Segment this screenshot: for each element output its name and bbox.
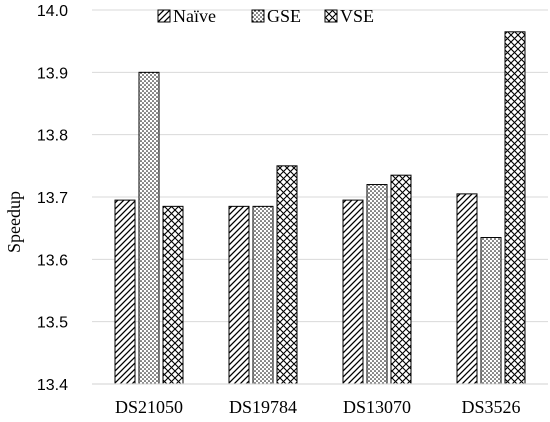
bar-DS19784-gse <box>252 205 274 385</box>
bar-DS13070-gse <box>366 184 388 385</box>
y-tick-label: 13.5 <box>37 315 68 332</box>
bars <box>114 31 526 385</box>
y-tick-label: 13.6 <box>37 252 68 269</box>
legend-swatch-gse <box>251 9 265 23</box>
y-tick-label: 13.4 <box>37 377 68 394</box>
bar-DS19784-naïve <box>228 205 250 385</box>
bar-DS21050-vse <box>162 205 184 385</box>
legend-label: GSE <box>267 6 301 26</box>
y-tick-label: 13.7 <box>37 190 68 207</box>
x-tick-label: DS13070 <box>343 397 411 417</box>
y-tick-label: 13.9 <box>37 65 68 82</box>
x-tick-label: DS19784 <box>229 397 297 417</box>
bar-DS3526-gse <box>480 237 502 385</box>
legend: Naïve GSE VSE <box>157 6 374 26</box>
bar-DS13070-naïve <box>342 199 364 385</box>
y-tick-label: 13.8 <box>37 128 68 145</box>
bar-DS3526-naïve <box>456 193 478 385</box>
y-axis-label: Speedup <box>4 191 24 253</box>
legend-swatch-naïve <box>157 9 171 23</box>
bar-DS21050-gse <box>138 71 160 385</box>
x-tick-label: DS3526 <box>461 397 520 417</box>
legend-label: VSE <box>340 6 374 26</box>
bar-DS19784-vse <box>276 165 298 385</box>
legend-swatch-vse <box>324 9 338 23</box>
bar-DS13070-vse <box>390 174 412 385</box>
legend-label: Naïve <box>173 6 216 26</box>
bar-DS21050-naïve <box>114 199 136 385</box>
x-tick-label: DS21050 <box>115 397 183 417</box>
y-tick-label: 14.0 <box>37 3 68 20</box>
gridlines <box>92 9 548 323</box>
bar-DS3526-vse <box>504 31 526 385</box>
axes: 13.4 13.5 13.6 13.7 13.8 13.9 14.0 DS21050 DS197… <box>37 3 548 417</box>
